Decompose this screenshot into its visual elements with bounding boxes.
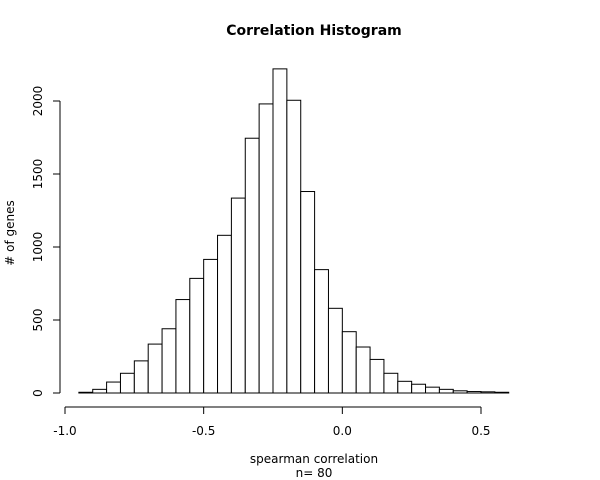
x-tick-label: 0.5 xyxy=(471,424,490,438)
histogram-bar xyxy=(341,331,357,394)
histogram-bar xyxy=(397,380,413,394)
histogram-bar xyxy=(327,307,343,394)
sample-size-label: n= 80 xyxy=(296,466,333,480)
histogram-bar xyxy=(466,391,482,394)
histogram-bar xyxy=(230,197,246,394)
histogram-bar xyxy=(244,137,260,394)
histogram-bar xyxy=(175,299,191,394)
y-tick-label: 1000 xyxy=(31,232,45,263)
histogram-bar xyxy=(217,234,232,394)
histogram-bar xyxy=(147,343,163,394)
histogram-bar xyxy=(300,191,316,394)
x-tick-label: -1.0 xyxy=(53,424,76,438)
y-tick-label: 2000 xyxy=(31,86,45,117)
x-tick-label: 0.0 xyxy=(333,424,352,438)
histogram-bar xyxy=(106,381,121,394)
histogram-bars xyxy=(78,68,510,394)
histogram-bar xyxy=(369,358,385,394)
histogram-bar xyxy=(258,103,274,394)
histogram-bar xyxy=(92,388,108,394)
histogram-bar xyxy=(452,390,468,394)
x-axis-label: spearman correlation xyxy=(250,452,378,466)
histogram-bar xyxy=(314,269,329,394)
histogram-bar xyxy=(480,391,496,394)
histogram-bar xyxy=(133,360,149,394)
histogram-bar xyxy=(203,258,219,394)
histogram-bar xyxy=(272,68,288,394)
histogram-bar xyxy=(78,391,94,394)
x-tick-label: -0.5 xyxy=(192,424,215,438)
y-axis-ticks: 0 500 1000 1500 2000 xyxy=(31,86,60,397)
histogram-bar xyxy=(494,391,510,394)
histogram-bar xyxy=(161,328,177,394)
histogram-bar xyxy=(425,386,440,394)
histogram-bar xyxy=(438,388,454,394)
y-tick-label: 500 xyxy=(31,309,45,332)
chart-title: Correlation Histogram xyxy=(226,23,402,39)
histogram-bar xyxy=(189,277,205,394)
y-tick-label: 0 xyxy=(31,389,45,397)
histogram-bar xyxy=(286,99,302,394)
y-axis-label: # of genes xyxy=(3,200,17,266)
x-axis-ticks: -1.0 -0.5 0.0 0.5 xyxy=(53,407,491,438)
histogram-bar xyxy=(383,372,399,394)
histogram-bar xyxy=(355,346,371,394)
y-tick-label: 1500 xyxy=(31,159,45,190)
histogram-bar xyxy=(411,383,427,394)
histogram-bar xyxy=(119,372,135,394)
